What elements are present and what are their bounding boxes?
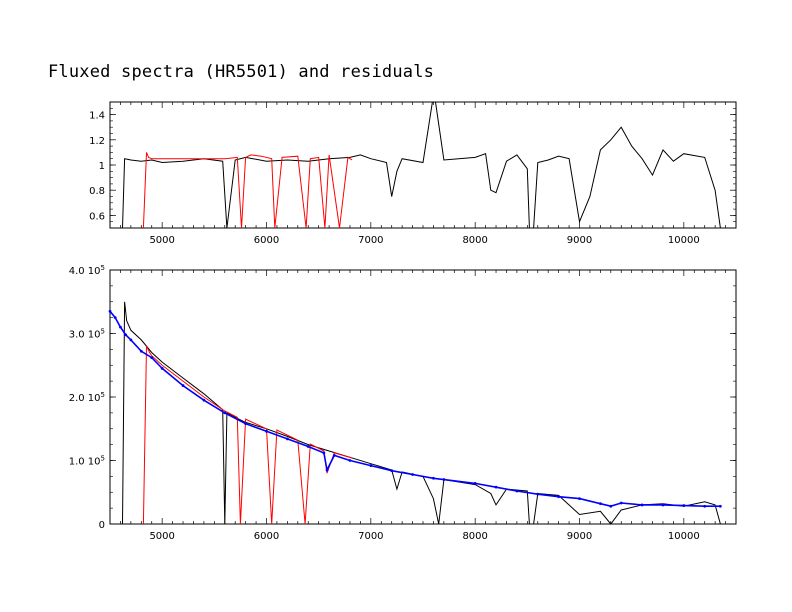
y-tick-label: 3.0 105 [69,328,105,341]
flux-panel-series-blue-point [609,504,613,508]
y-tick-label: 2.0 105 [69,391,105,404]
flux-panel-series-blue-point [348,459,352,462]
flux-panel-series-blue-point [265,429,268,433]
flux-panel-series-blue-point [129,338,133,342]
flux-panel-series-blue-point [661,503,665,507]
flux-panel-series-blue-point [369,464,373,467]
y-tick-label: 1.0 105 [69,455,105,468]
flux-panel-series-blue-point [325,468,329,472]
y-tick-exponent: 5 [101,328,105,336]
x-tick-label: 10000 [668,235,700,246]
flux-panel-series-blue-point [322,451,326,455]
flux-panel-series-blue-point [181,384,185,387]
flux-panel-series-blue-point [703,504,707,508]
y-tick-exponent: 5 [101,391,105,399]
residuals-panel-series-black-line [122,101,721,229]
x-tick-label: 9000 [567,235,592,246]
x-tick-label: 7000 [358,531,383,542]
flux-panel-series-blue-point [108,309,112,313]
flux-panel-series-blue-point [640,503,644,507]
y-tick-label: 0.8 [89,186,105,197]
flux-panel-series-blue-point [223,411,227,415]
flux-panel-series-blue-point [113,316,117,320]
flux-panel-series-blue-point [619,501,623,505]
flux-panel-series-blue-point [578,497,581,500]
flux-panel-series-blue-point [285,437,289,441]
flux-panel-series-red-line [142,345,353,525]
flux-panel-series-blue-point [473,481,477,485]
flux-panel-series-blue-point [244,422,248,426]
x-tick-label: 8000 [462,235,487,246]
flux-panel-series-blue-point [202,398,206,402]
residuals-panel-frame [109,101,737,229]
flux-panel-series-blue-point [682,504,686,507]
x-tick-label: 10000 [668,531,700,542]
flux-panel-series-blue-point [390,469,394,473]
flux-panel-series-blue-point [411,473,414,476]
x-tick-label: 5000 [149,531,174,542]
flux-panel-series-blue-point [124,333,128,337]
flux-panel-series-blue-point [150,356,154,360]
x-tick-label: 7000 [358,235,383,246]
x-tick-label: 6000 [254,235,279,246]
y-tick-label: 1 [99,161,105,172]
flux-panel-series-blue-point [515,489,519,493]
flux-panel-series-black-line [122,301,721,525]
flux-panel-series-blue-point [598,502,602,506]
y-tick-label: 0 [99,520,105,531]
y-tick-exponent: 5 [101,264,105,272]
flux-panel-series-blue-point [119,325,122,329]
y-tick-label: 4.0 105 [69,264,105,277]
y-tick-label: 0.6 [89,211,105,222]
flux-panel-series-blue-point [718,504,722,508]
flux-panel-series-blue-point [442,478,446,481]
y-tick-label: 1.2 [89,136,105,147]
x-tick-label: 6000 [254,531,279,542]
y-tick-exponent: 5 [101,455,105,463]
flux-panel-series-blue-point [557,495,561,499]
flux-panel-series-blue-line [109,310,721,508]
flux-panel-series-blue-point [160,367,164,370]
chart-title: Fluxed spectra (HR5501) and residuals [48,62,435,82]
x-tick-label: 5000 [149,235,174,246]
flux-panel-series-blue-point [139,349,143,353]
flux-panel-series-blue-point [432,476,435,480]
x-tick-label: 9000 [567,531,592,542]
flux-panel-series-blue-point [536,492,540,496]
flux-panel-series-blue-point [332,454,336,457]
x-tick-label: 8000 [462,531,487,542]
y-tick-label: 1.4 [89,111,105,122]
residuals-panel-series-red-line [142,152,353,229]
flux-panel-series-blue-point [494,485,498,489]
flux-panel-series-blue-point [306,445,310,448]
